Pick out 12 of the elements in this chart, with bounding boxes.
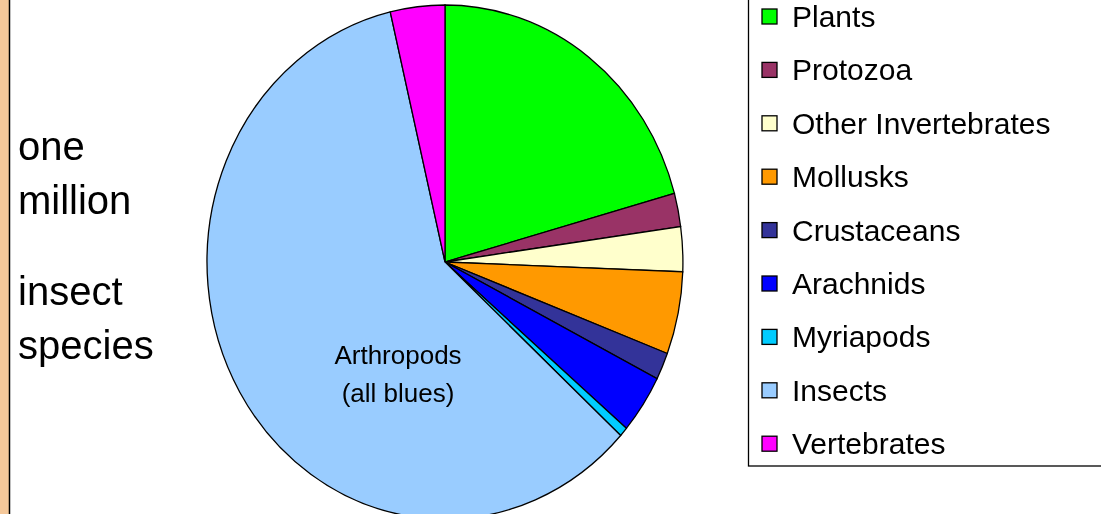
legend-label: Crustaceans xyxy=(792,213,961,247)
text: one million xyxy=(18,124,132,222)
text: Arthropods (all blues) xyxy=(334,340,462,408)
legend-label: Mollusks xyxy=(792,160,909,194)
legend-label: Arachnids xyxy=(792,267,926,300)
legend-label: Insects xyxy=(792,373,888,407)
legend-label: Vertebrates xyxy=(792,427,946,461)
legend-label: Myriapods xyxy=(792,320,931,354)
legend-label: Protozoa xyxy=(792,53,913,87)
text: insect species xyxy=(18,269,154,367)
legend-label: Plants xyxy=(792,0,876,33)
legend-label: Other Invertebrates xyxy=(792,106,1051,140)
